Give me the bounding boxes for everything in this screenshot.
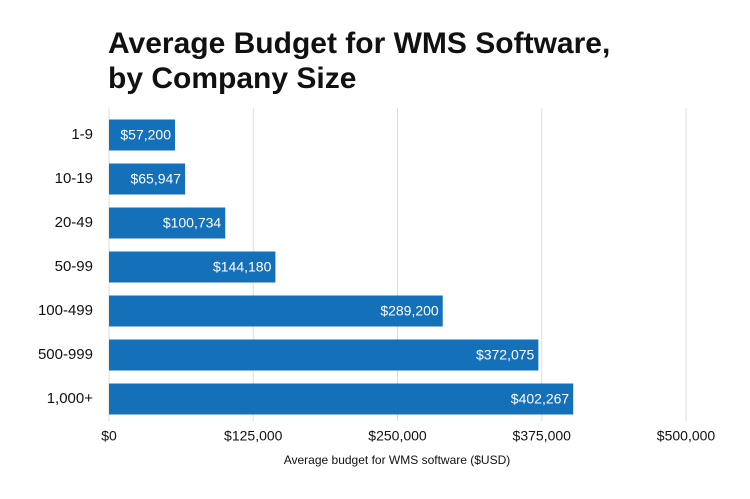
value-label: $402,267 [511, 391, 570, 407]
x-axis-label: Average budget for WMS software ($USD) [284, 453, 511, 467]
x-tick-label: $250,000 [368, 428, 427, 444]
y-tick-label: 1-9 [71, 126, 93, 143]
value-label: $144,180 [213, 259, 272, 275]
chart-title: by Company Size [108, 62, 356, 95]
value-label: $65,947 [130, 171, 181, 187]
bar [109, 339, 539, 371]
y-tick-label: 10-19 [55, 170, 93, 187]
value-label: $372,075 [476, 347, 535, 363]
x-tick-label: $375,000 [513, 428, 572, 444]
bar [109, 163, 186, 195]
bar [109, 119, 176, 151]
bar [109, 207, 226, 239]
value-label: $100,734 [163, 215, 222, 231]
x-tick-label: $0 [101, 428, 117, 444]
y-tick-label: 50-99 [55, 258, 93, 275]
y-tick-label: 20-49 [55, 214, 93, 231]
x-tick-label: $125,000 [224, 428, 283, 444]
bar [109, 251, 276, 283]
value-label: $57,200 [120, 127, 171, 143]
y-tick-label: 1,000+ [47, 390, 94, 407]
y-tick-label: 500-999 [38, 346, 93, 363]
bar [109, 295, 443, 327]
value-label: $289,200 [380, 303, 439, 319]
bar [109, 383, 574, 415]
x-tick-label: $500,000 [657, 428, 716, 444]
chart-title: Average Budget for WMS Software, [108, 27, 610, 60]
y-tick-label: 100-499 [38, 302, 93, 319]
